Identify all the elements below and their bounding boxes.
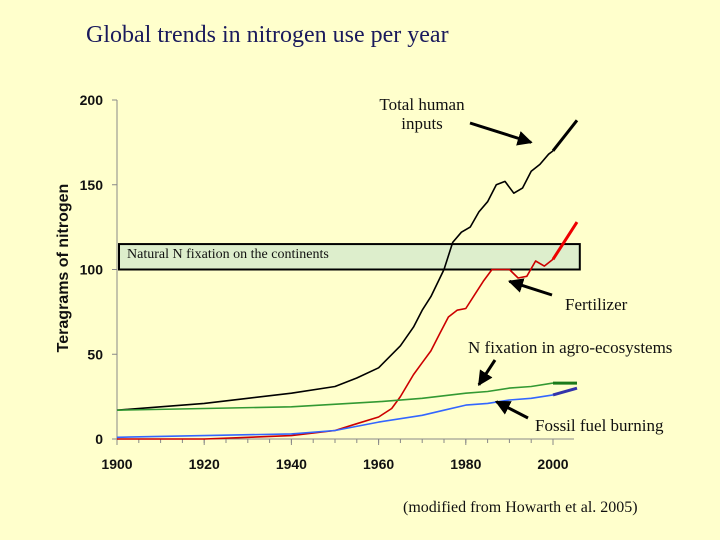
band-label: Natural N fixation on the continents (127, 247, 329, 262)
x-tick-label: 1900 (101, 456, 132, 472)
annotation-fossil-arrow (494, 400, 529, 420)
y-tick-label: 150 (80, 177, 104, 193)
x-tick-label: 1940 (276, 456, 307, 472)
y-tick-label: 200 (80, 92, 104, 108)
chart-series (116, 150, 554, 440)
y-axis-label: Teragrams of nitrogen (55, 184, 72, 353)
series-extension-1 (551, 221, 579, 261)
chart-extensions (551, 119, 579, 397)
natural-fixation-band (118, 243, 581, 271)
series-extension-0 (551, 119, 579, 152)
annotation-total-arrow (469, 121, 533, 146)
slide-title: Global trends in nitrogen use per year (86, 22, 449, 48)
series-line-3 (116, 394, 554, 439)
annotation-fertilizer-arrow (507, 278, 553, 297)
annotation-nfix-line-0: N fixation in agro-ecosystems (468, 338, 672, 357)
series-line-1 (117, 258, 554, 440)
annotation-total-line-1: inputs (401, 114, 443, 133)
y-tick-label: 100 (80, 262, 104, 278)
series-line-0 (116, 150, 554, 411)
annotation-nfix-arrow (477, 359, 497, 387)
x-tick-label: 1960 (363, 456, 394, 472)
series-line-2 (116, 382, 554, 411)
chart: Natural N fixation on the continents 0 50… (55, 92, 672, 472)
x-tick-label: 1980 (450, 456, 481, 472)
y-tick-label: 50 (87, 346, 103, 362)
annotation-fossil-line-0: Fossil fuel burning (535, 416, 664, 435)
citation: (modified from Howarth et al. 2005) (403, 499, 638, 516)
chart-axes: 0 50 100 150 200 1900 1920 1940 1960 1980 2000 (80, 92, 574, 472)
x-tick-label: 1920 (189, 456, 220, 472)
y-tick-label: 0 (95, 431, 103, 447)
series-extension-3 (552, 386, 578, 397)
x-tick-label: 2000 (537, 456, 568, 472)
annotation-fertilizer-line-0: Fertilizer (565, 295, 628, 314)
annotation-total-line-0: Total human (379, 95, 465, 114)
